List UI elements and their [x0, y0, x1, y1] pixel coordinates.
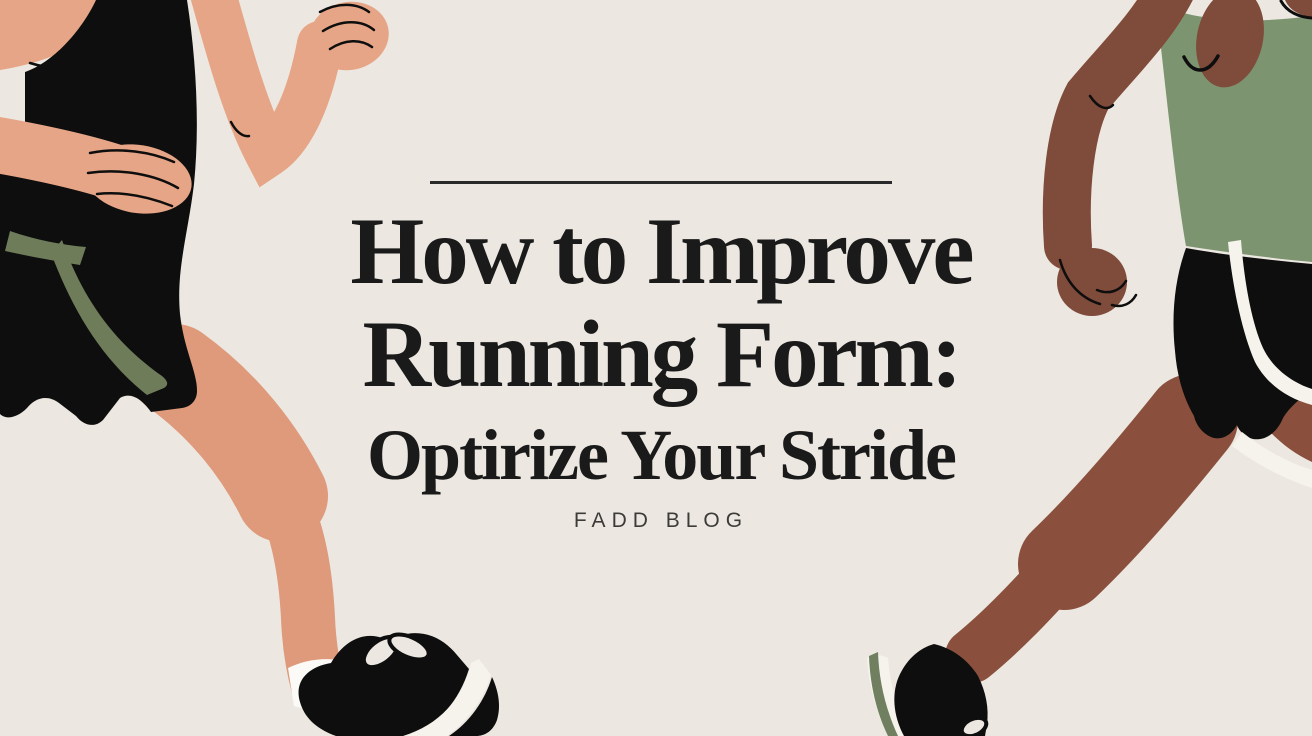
left-runner-shoe-sole — [403, 659, 491, 736]
cover-text: How to Improve Running Form: Optirize Yo… — [10, 181, 1312, 532]
page-title: How to Improve Running Form: Optirize Yo… — [10, 200, 1312, 496]
right-runner-shorts-stripe — [1228, 240, 1312, 405]
left-runner-raised-fist — [309, 1, 389, 71]
left-runner-illustration — [0, 0, 500, 736]
left-runner-finger-line — [321, 21, 376, 33]
right-runner-finger-line — [1058, 258, 1102, 306]
title-line-1: How to Improve — [350, 198, 974, 304]
left-runner-raised-arm — [190, 0, 343, 188]
right-runner-finger-line — [1095, 279, 1128, 294]
left-runner-finger-line — [318, 3, 371, 14]
right-runner-neck-line — [1279, 0, 1312, 20]
right-runner-neck — [1285, 0, 1312, 17]
left-runner-tank-shorts — [0, 0, 197, 425]
right-runner-shoe-stripe — [869, 652, 898, 736]
right-runner-illustration — [867, 0, 1312, 736]
title-divider — [430, 181, 892, 184]
left-runner-hand — [84, 144, 192, 214]
left-runner-lace-loop — [387, 632, 431, 662]
left-runner-hem-stripe — [51, 240, 168, 395]
right-runner-armpit-line — [1182, 54, 1220, 72]
right-runner-shorts — [1173, 248, 1312, 440]
right-runner-arm — [1042, 0, 1193, 270]
right-runner-fist — [1057, 248, 1127, 316]
left-runner-finger-line — [328, 40, 374, 51]
right-runner-finger-line — [1110, 293, 1138, 308]
right-runner-back-thigh — [1256, 386, 1312, 462]
title-line-2: Running Form: — [362, 301, 962, 407]
right-runner-lace-loop — [959, 715, 989, 736]
byline: FADD BLOG — [573, 509, 749, 532]
right-runner-elbow-line — [1088, 94, 1115, 110]
left-runner-elbow-line — [229, 120, 251, 138]
right-runner-shoe — [894, 644, 988, 736]
left-runner-shoe-outsole — [449, 677, 500, 736]
left-runner-collar-line — [28, 51, 122, 70]
title-line-3: Optirize Your Stride — [367, 415, 957, 495]
left-runner-finger-line — [86, 170, 180, 190]
left-runner-finger-line — [88, 149, 176, 164]
left-runner-finger-line — [95, 192, 174, 208]
right-runner-shorts-trim — [1232, 432, 1312, 488]
